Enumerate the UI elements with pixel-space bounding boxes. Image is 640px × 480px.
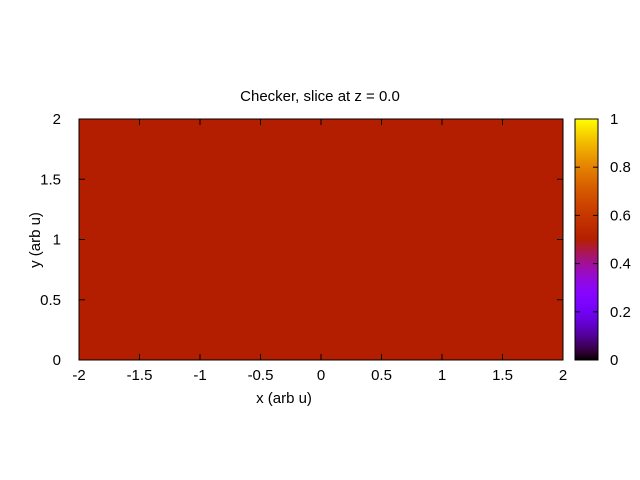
y-axis-label: y (arb u) xyxy=(27,212,44,268)
colorbar-labels: 0 0.2 0.4 0.6 0.8 1 xyxy=(610,111,631,369)
x-tick-label: -0.5 xyxy=(248,367,274,384)
plot-border xyxy=(78,118,564,361)
y-tick-label: 0.5 xyxy=(40,292,61,309)
colorbar xyxy=(574,118,599,361)
colorbar-tick-label: 1 xyxy=(610,111,618,128)
x-tick-label: 2 xyxy=(559,367,567,384)
chart-title: Checker, slice at z = 0.0 xyxy=(240,88,400,105)
y-tick-labels: 0 0.5 1 1.5 2 xyxy=(40,111,61,369)
x-tick-labels: -2 -1.5 -1 -0.5 0 0.5 1 1.5 2 xyxy=(72,367,567,384)
x-tick-label: -1 xyxy=(193,367,206,384)
y-tick-label: 1 xyxy=(53,232,61,249)
y-tick-label: 1.5 xyxy=(40,171,61,188)
heatmap-plot-area xyxy=(79,119,563,360)
colorbar-tick-label: 0.8 xyxy=(610,159,631,176)
colorbar-tick-label: 0.6 xyxy=(610,207,631,224)
colorbar-tick-label: 0.4 xyxy=(610,256,631,273)
x-tick-label: 1.5 xyxy=(492,367,513,384)
x-tick-label: -1.5 xyxy=(127,367,153,384)
y-tick-label: 0 xyxy=(53,352,61,369)
x-tick-label: 0.5 xyxy=(371,367,392,384)
x-tick-label: -2 xyxy=(72,367,85,384)
x-axis-label: x (arb u) xyxy=(256,390,312,407)
colorbar-tick-label: 0 xyxy=(610,352,618,369)
x-tick-label: 1 xyxy=(438,367,446,384)
y-tick-label: 2 xyxy=(53,111,61,128)
colorbar-tick-label: 0.2 xyxy=(610,304,631,321)
colorbar-ticks xyxy=(575,118,598,361)
x-tick-label: 0 xyxy=(317,367,325,384)
